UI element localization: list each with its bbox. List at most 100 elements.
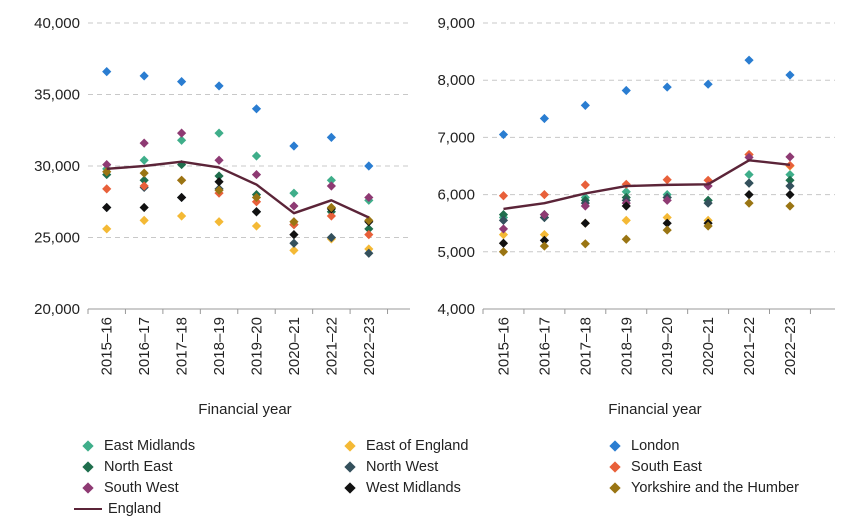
- x-axis-title: Financial year: [608, 401, 701, 418]
- x-tick-label: 2015–16: [495, 317, 512, 375]
- data-point-yorkshire-and-the-humber: [662, 225, 672, 235]
- legend-label: East Midlands: [104, 438, 196, 454]
- legend-label: West Midlands: [366, 480, 461, 496]
- y-tick-label: 20,000: [34, 301, 80, 318]
- data-point-south-east: [326, 211, 336, 221]
- data-point-west-midlands: [177, 192, 187, 203]
- diamond-icon: [609, 440, 621, 452]
- data-point-london: [102, 67, 112, 77]
- data-point-east-midlands: [289, 188, 299, 198]
- data-point-london: [744, 55, 754, 65]
- legend-item-east-midlands: East Midlands: [78, 436, 195, 456]
- data-point-south-west: [177, 128, 187, 138]
- x-tick-label: 2018–19: [618, 317, 635, 375]
- x-tick-label: 2021–22: [323, 317, 340, 375]
- data-point-south-west: [139, 138, 149, 148]
- legend-item-london: London: [605, 436, 679, 456]
- data-point-south-east: [102, 184, 112, 194]
- data-point-west-midlands: [214, 177, 224, 187]
- data-point-yorkshire-and-the-humber: [580, 239, 590, 249]
- x-tick-label: 2020–21: [700, 317, 717, 375]
- legend-label: England: [108, 501, 162, 517]
- data-point-north-east: [214, 171, 224, 181]
- x-tick-label: 2016–17: [536, 317, 553, 375]
- y-tick-label: 9,000: [437, 15, 475, 32]
- legend-label: North East: [104, 459, 173, 475]
- diamond-icon: [82, 482, 94, 494]
- legend-label: Yorkshire and the Humber: [631, 480, 799, 496]
- data-point-south-west: [580, 201, 590, 211]
- x-tick-label: 2022–23: [782, 317, 799, 375]
- data-point-east-of-england: [662, 212, 672, 223]
- x-tick-label: 2017–18: [577, 317, 594, 375]
- data-point-west-midlands: [498, 238, 509, 248]
- x-tick-label: 2020–21: [286, 317, 303, 375]
- data-point-london: [214, 81, 224, 91]
- data-point-yorkshire-and-the-humber: [364, 215, 374, 225]
- data-point-south-west: [326, 181, 336, 191]
- data-point-west-midlands: [785, 190, 795, 200]
- data-point-yorkshire-and-the-humber: [703, 221, 713, 231]
- data-point-yorkshire-and-the-humber: [539, 241, 549, 251]
- legend-item-north-west: North West: [340, 457, 438, 477]
- data-point-south-east: [364, 230, 374, 240]
- legend-item-west-midlands: West Midlands: [340, 478, 461, 498]
- y-tick-label: 8,000: [437, 72, 475, 89]
- data-point-south-east: [703, 175, 713, 185]
- data-point-yorkshire-and-the-humber: [326, 202, 336, 213]
- data-point-south-west: [662, 195, 672, 205]
- data-point-north-west: [326, 232, 336, 243]
- data-point-london: [251, 104, 262, 114]
- y-tick-label: 25,000: [34, 230, 80, 247]
- data-point-west-midlands: [139, 202, 149, 213]
- x-tick-label: 2019–20: [659, 317, 676, 375]
- legend-item-south-west: South West: [78, 478, 179, 498]
- data-point-north-east: [785, 175, 795, 185]
- data-point-south-west: [498, 224, 509, 234]
- data-point-yorkshire-and-the-humber: [102, 167, 112, 177]
- data-point-london: [326, 132, 336, 142]
- data-point-yorkshire-and-the-humber: [214, 185, 224, 195]
- y-tick-label: 7,000: [437, 129, 475, 146]
- data-point-yorkshire-and-the-humber: [744, 198, 754, 208]
- data-point-north-west: [703, 198, 713, 208]
- data-point-south-west: [251, 169, 262, 180]
- legend-item-england: England: [74, 499, 161, 519]
- data-point-east-of-england: [289, 245, 299, 255]
- data-point-west-midlands: [744, 190, 754, 200]
- x-tick-label: 2019–20: [248, 317, 265, 375]
- data-point-yorkshire-and-the-humber: [785, 201, 795, 211]
- y-tick-label: 30,000: [34, 158, 80, 175]
- legend-item-east-of-england: East of England: [340, 436, 468, 456]
- x-tick-label: 2021–22: [741, 317, 758, 375]
- data-point-south-east: [539, 190, 549, 200]
- legend-label: London: [631, 438, 680, 454]
- data-point-east-of-england: [102, 224, 112, 234]
- data-point-east-midlands: [326, 175, 336, 185]
- data-point-london: [621, 85, 631, 96]
- diamond-icon: [609, 461, 621, 473]
- legend-label: East of England: [366, 438, 469, 454]
- legend-label: South East: [631, 459, 702, 475]
- legend-item-south-east: South East: [605, 457, 702, 477]
- x-tick-label: 2017–18: [174, 317, 191, 375]
- data-point-east-midlands: [744, 169, 754, 180]
- data-point-west-midlands: [621, 201, 631, 211]
- legend-label: North West: [366, 459, 439, 475]
- data-point-east-midlands: [214, 128, 224, 138]
- data-point-east-of-england: [621, 215, 631, 225]
- data-point-east-midlands: [621, 187, 631, 197]
- data-point-yorkshire-and-the-humber: [177, 175, 187, 185]
- data-point-west-midlands: [289, 230, 299, 240]
- legend-label: South West: [104, 480, 179, 496]
- data-point-east-midlands: [177, 135, 187, 145]
- data-point-south-east: [662, 175, 672, 185]
- legend-item-yorkshire-and-the-humber: Yorkshire and the Humber: [605, 478, 799, 498]
- legend-item-north-east: North East: [78, 457, 173, 477]
- data-point-north-east: [364, 224, 374, 234]
- data-point-london: [177, 77, 187, 87]
- diamond-icon: [344, 461, 356, 473]
- data-point-west-midlands: [539, 235, 549, 245]
- data-point-east-of-england: [177, 211, 187, 221]
